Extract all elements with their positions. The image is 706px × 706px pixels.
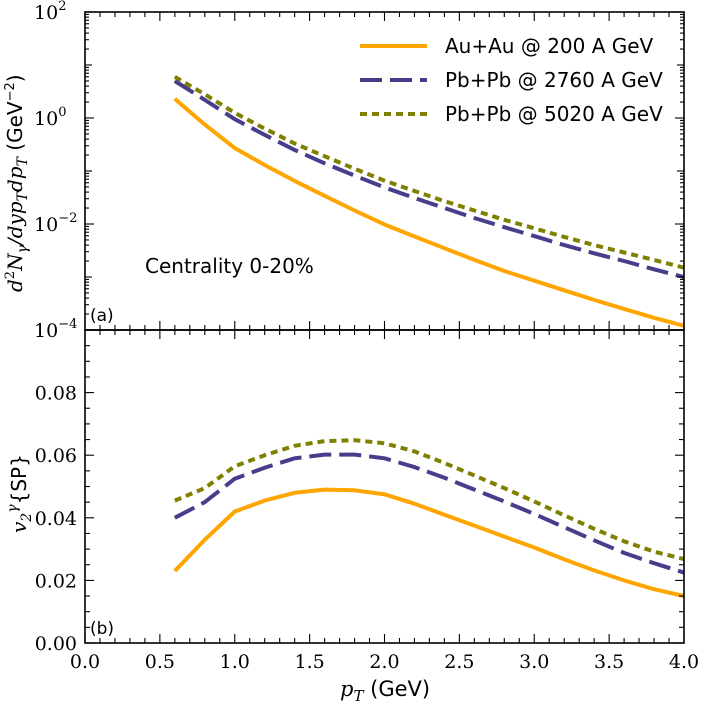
panel-b-frame <box>84 329 685 644</box>
centrality-annotation: Centrality 0-20% <box>145 254 314 278</box>
panel-b-x-tick-labels: 0.0 0.5 1.0 1.5 2.0 2.5 3.0 3.5 4.0 <box>70 651 699 673</box>
panel-a-series-group <box>173 75 685 328</box>
x-tick-label: 1.0 <box>220 651 250 673</box>
legend-label-pbpb5020: Pb+Pb @ 5020 A GeV <box>445 102 663 126</box>
series-line-b-pbpb5020 <box>174 438 685 562</box>
y-tick-label-a: 10−4 <box>34 317 77 342</box>
series-line-a-auau200 <box>173 97 685 328</box>
panel-b-y-tick-labels: 0.00 0.02 0.04 0.06 0.08 <box>35 383 77 655</box>
x-tick-label: 1.5 <box>295 651 325 673</box>
y-tick-label-b: 0.04 <box>35 508 77 530</box>
y-tick-label-b: 0.00 <box>35 633 77 655</box>
series-line-b-auau200 <box>173 487 685 598</box>
series-line-b-pbpb2760 <box>173 452 685 575</box>
series-line-a-pbpb5020 <box>173 75 685 270</box>
panel-a-y-axis-label: d2Nγ/dypTdpT (GeV−2) <box>3 74 31 292</box>
panel-a-frame <box>84 11 685 331</box>
x-tick-label: 2.0 <box>369 651 399 673</box>
x-tick-label: 2.5 <box>444 651 474 673</box>
panel-b-series-group <box>173 438 685 598</box>
y-tick-label-a: 102 <box>34 0 66 24</box>
x-tick-label: 0.5 <box>145 651 175 673</box>
panel-a-label: (a) <box>90 306 114 326</box>
legend: Au+Au @ 200 A GeV Pb+Pb @ 2760 A GeV Pb+Pb… <box>360 34 663 126</box>
y-tick-label-b: 0.02 <box>35 570 77 592</box>
panel-b-label: (b) <box>90 619 114 639</box>
series-line-a-pbpb2760 <box>173 79 685 279</box>
legend-label-pbpb2760: Pb+Pb @ 2760 A GeV <box>445 68 663 92</box>
panel-a-ticks <box>84 11 685 331</box>
y-tick-label-b: 0.06 <box>35 445 77 467</box>
panel-a-y-tick-labels: 102 100 10−2 10−4 <box>34 0 77 342</box>
panel-a: 102 100 10−2 10−4 Centrality 0-20% (a) Au+A… <box>3 0 685 342</box>
panel-b-y-axis-label: v2γ{SP} <box>5 454 35 533</box>
panel-b-ticks <box>84 329 685 644</box>
x-tick-label: 4.0 <box>669 651 699 673</box>
x-tick-label: 3.5 <box>594 651 624 673</box>
panel-b: 0.00 0.02 0.04 0.06 0.08 0.0 0.5 1.0 1.5 2.0 2.5 3… <box>5 329 699 705</box>
x-tick-label: 3.0 <box>519 651 549 673</box>
y-tick-label-a: 100 <box>34 105 66 130</box>
y-tick-label-a: 10−2 <box>34 211 77 236</box>
x-tick-label: 0.0 <box>70 651 100 673</box>
x-axis-label: pT (GeV) <box>340 677 430 705</box>
legend-label-auau200: Au+Au @ 200 A GeV <box>445 34 654 58</box>
y-tick-label-b: 0.08 <box>35 383 77 405</box>
